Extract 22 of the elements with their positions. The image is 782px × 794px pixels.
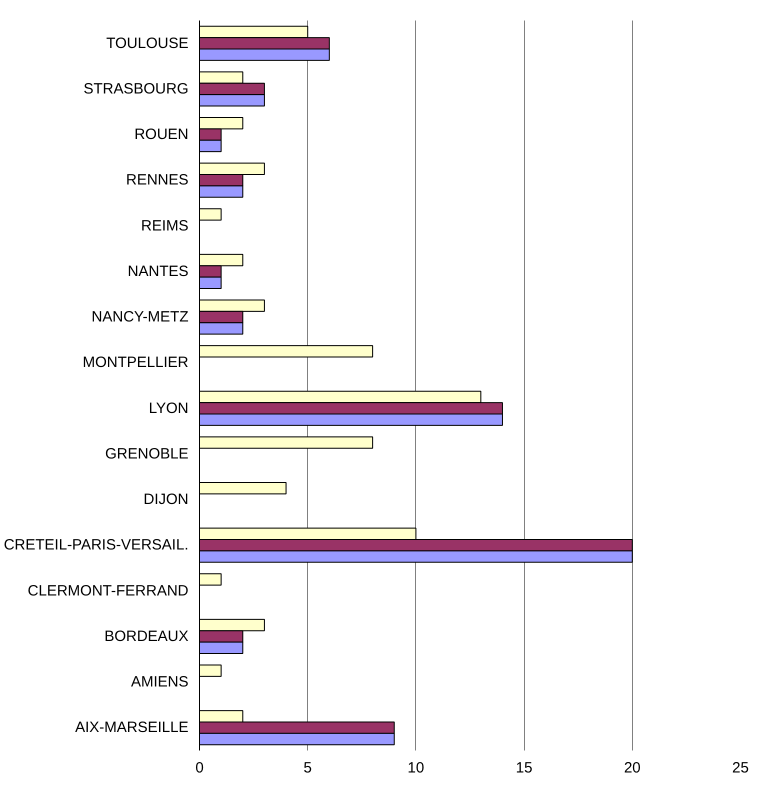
x-tick-label: 0 bbox=[195, 760, 204, 776]
x-tick-label: 15 bbox=[516, 760, 532, 776]
y-tick-label: NANCY-METZ bbox=[92, 308, 188, 326]
y-tick-label: AIX-MARSEILLE bbox=[75, 719, 189, 736]
y-tick-label: BORDEAUX bbox=[104, 628, 189, 645]
y-tick-label: TOULOUSE bbox=[106, 34, 189, 52]
y-tick-label: NANTES bbox=[128, 262, 188, 280]
x-tick-label: 5 bbox=[304, 760, 312, 776]
y-tick-label: MONTPELLIER bbox=[82, 354, 189, 372]
y-tick-label: LYON bbox=[148, 400, 188, 417]
y-tick-label: GRENOBLE bbox=[105, 445, 188, 462]
y-tick-label: CLERMONT-FERRAND bbox=[28, 582, 189, 600]
x-tick-label: 25 bbox=[732, 760, 749, 776]
y-tick-label: RENNES bbox=[126, 172, 189, 189]
y-tick-label: DIJON bbox=[144, 491, 188, 508]
y-tick-label: REIMS bbox=[140, 217, 189, 234]
x-tick-label: 20 bbox=[624, 760, 641, 776]
x-tick-label: 10 bbox=[408, 760, 424, 776]
y-tick-label: CRETEIL-PARIS-VERSAIL. bbox=[4, 536, 189, 554]
y-tick-label: ROUEN bbox=[134, 126, 188, 144]
y-tick-label: AMIENS bbox=[130, 674, 189, 691]
y-tick-label: STRASBOURG bbox=[83, 80, 188, 98]
